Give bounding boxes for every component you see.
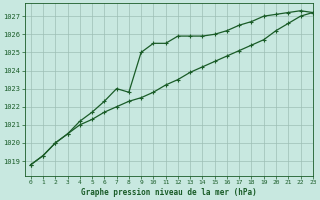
X-axis label: Graphe pression niveau de la mer (hPa): Graphe pression niveau de la mer (hPa) [81,188,257,197]
